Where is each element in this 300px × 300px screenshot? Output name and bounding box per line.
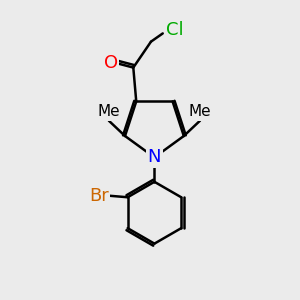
- Text: Me: Me: [189, 104, 211, 119]
- Text: N: N: [148, 148, 161, 166]
- Text: Br: Br: [89, 187, 109, 205]
- Text: Cl: Cl: [166, 21, 183, 39]
- Text: Me: Me: [98, 104, 120, 119]
- Text: O: O: [103, 54, 118, 72]
